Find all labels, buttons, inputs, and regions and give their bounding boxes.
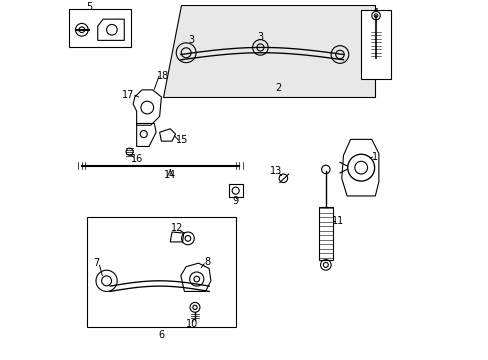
- Text: 5: 5: [85, 2, 92, 12]
- Text: 1: 1: [371, 152, 378, 162]
- Text: 13: 13: [270, 166, 282, 176]
- Text: 12: 12: [171, 224, 183, 234]
- Text: 7: 7: [93, 258, 100, 268]
- Text: 6: 6: [158, 329, 164, 339]
- Text: 4: 4: [372, 8, 378, 18]
- Bar: [87, 217, 235, 327]
- Text: 15: 15: [176, 135, 188, 145]
- Polygon shape: [163, 5, 375, 97]
- Text: 18: 18: [157, 71, 169, 81]
- Bar: [361, 10, 390, 79]
- Bar: [318, 207, 332, 260]
- Text: 8: 8: [204, 257, 210, 267]
- Text: 9: 9: [232, 196, 238, 206]
- Text: 14: 14: [164, 170, 176, 180]
- Bar: [228, 184, 242, 197]
- Bar: [69, 9, 131, 48]
- Text: 2: 2: [274, 83, 281, 93]
- Text: 10: 10: [185, 319, 198, 329]
- Text: 17: 17: [122, 90, 134, 100]
- Text: 11: 11: [331, 216, 344, 226]
- Text: 16: 16: [130, 154, 142, 164]
- Text: 3: 3: [257, 32, 263, 42]
- Text: 3: 3: [188, 35, 194, 45]
